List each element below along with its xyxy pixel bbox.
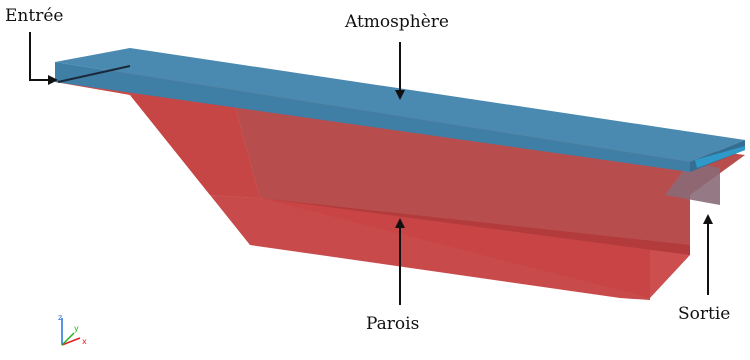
walls-back-face	[230, 88, 745, 255]
axis-z-label: z	[58, 313, 62, 322]
axis-triad: z x y	[58, 313, 87, 346]
walls-inner-slope	[130, 88, 260, 198]
atmosphere-top-face	[55, 48, 745, 162]
inlet-edge	[57, 65, 131, 83]
outlet-arrowhead	[703, 214, 713, 224]
outlet-label: Sortie	[678, 304, 731, 324]
atmosphere-front-face	[55, 62, 690, 172]
walls-outlet-face	[665, 162, 720, 205]
inlet-label: Entrée	[5, 6, 64, 26]
walls-bottom-face	[260, 198, 690, 298]
axis-x-label: x	[82, 337, 87, 346]
atmosphere-arrowhead	[395, 90, 405, 100]
axis-y-label: y	[74, 324, 79, 333]
axis-x-line	[61, 337, 81, 346]
walls-label: Parois	[366, 314, 420, 334]
atmosphere-label: Atmosphère	[345, 12, 449, 32]
axis-y-line	[61, 332, 75, 346]
outlet-patch	[695, 146, 745, 168]
inlet-arrowhead	[48, 75, 58, 85]
walls-arrowhead	[395, 218, 405, 228]
inlet-arrow	[29, 32, 52, 81]
